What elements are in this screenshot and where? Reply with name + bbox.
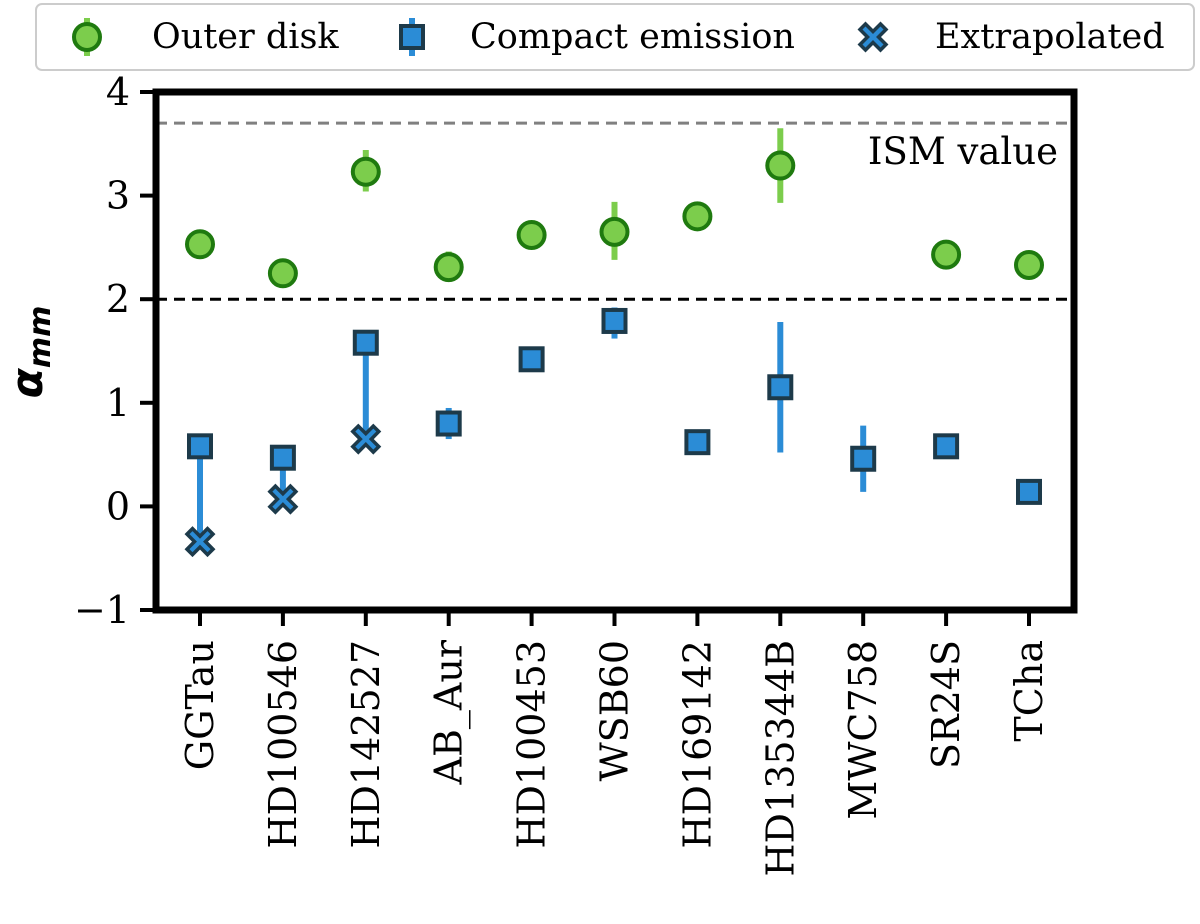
x-axis: GGTau HD100546 HD142527 AB_Aur HD100453 WSB60… bbox=[178, 610, 1051, 877]
legend-frame bbox=[35, 3, 1195, 71]
marker-outer-disk-hd100453 bbox=[516, 219, 547, 250]
legend-marker-outer-disk bbox=[72, 18, 102, 56]
x-tick-label-tcha: TCha bbox=[1007, 640, 1051, 742]
legend-label-extrapolated: Extrapolated bbox=[935, 17, 1165, 57]
y-axis-label: αmm bbox=[2, 306, 58, 399]
x-tick-label-hd135344b: HD135344B bbox=[758, 640, 802, 877]
marker-compact-emission-hd100453 bbox=[518, 346, 545, 373]
reference-lines bbox=[156, 121, 1074, 301]
x-tick-label-ggtau: GGTau bbox=[178, 640, 222, 770]
marker-outer-disk-wsb60 bbox=[599, 216, 630, 247]
y-tick-label-1: 0 bbox=[106, 484, 130, 528]
marker-compact-emission-tcha bbox=[1016, 478, 1042, 505]
marker-outer-disk-hd169142 bbox=[682, 201, 713, 232]
marker-extrapolated-hd142527 bbox=[350, 423, 382, 455]
marker-compact-emission-hd100546 bbox=[269, 444, 296, 471]
x-tick-label-hd169142: HD169142 bbox=[675, 640, 719, 849]
y-tick-label-5: 4 bbox=[106, 70, 130, 114]
legend-marker-extrapolated bbox=[857, 21, 889, 53]
marker-compact-emission-mwc758 bbox=[850, 445, 877, 472]
marker-outer-disk-ggtau bbox=[185, 229, 215, 260]
legend-marker-compact-emission bbox=[399, 18, 425, 56]
legend-label-compact-emission: Compact emission bbox=[470, 17, 795, 57]
x-tick-label-sr24s: SR24S bbox=[924, 640, 968, 769]
y-axis-label-subscript: mm bbox=[23, 306, 58, 369]
svg-text:αmm: αmm bbox=[2, 306, 58, 399]
marker-outer-disk-hd100546 bbox=[267, 258, 298, 289]
legend-label-outer-disk: Outer disk bbox=[152, 17, 339, 57]
ism-value-annotation: ISM value bbox=[868, 130, 1058, 173]
data-markers bbox=[184, 150, 1044, 558]
y-tick-label-0: −1 bbox=[74, 588, 130, 632]
legend-x-glyph bbox=[857, 21, 889, 53]
marker-compact-emission-hd169142 bbox=[684, 429, 711, 456]
y-tick-label-4: 3 bbox=[106, 174, 130, 218]
marker-outer-disk-sr24s bbox=[931, 239, 962, 270]
plot-area: ISM value bbox=[152, 88, 1078, 614]
marker-outer-disk-hd142527 bbox=[350, 156, 381, 187]
marker-outer-disk-tcha bbox=[1014, 250, 1044, 281]
error-bars bbox=[197, 128, 867, 541]
x-tick-label-hd100453: HD100453 bbox=[510, 640, 554, 849]
x-tick-label-hd100546: HD100546 bbox=[261, 640, 305, 849]
y-tick-label-2: 1 bbox=[106, 381, 130, 425]
y-axis: −1 0 1 2 3 4 bbox=[74, 70, 156, 632]
marker-outer-disk-hd135344b bbox=[765, 150, 796, 181]
marker-compact-emission-ggtau bbox=[187, 433, 213, 460]
y-tick-label-3: 2 bbox=[106, 277, 130, 321]
marker-compact-emission-sr24s bbox=[933, 433, 960, 460]
marker-outer-disk-ab-aur bbox=[433, 252, 464, 283]
marker-compact-emission-wsb60 bbox=[601, 307, 628, 334]
marker-extrapolated-ggtau bbox=[184, 526, 216, 558]
y-axis-label-symbol: α bbox=[2, 367, 53, 398]
x-tick-label-mwc758: MWC758 bbox=[841, 640, 885, 820]
x-tick-label-hd142527: HD142527 bbox=[344, 640, 388, 849]
marker-compact-emission-ab-aur bbox=[435, 410, 462, 437]
marker-compact-emission-hd135344b bbox=[767, 374, 794, 401]
marker-extrapolated-hd100546 bbox=[267, 483, 299, 515]
legend: Outer disk Compact emission Extrapolated bbox=[35, 3, 1195, 71]
x-tick-label-wsb60: WSB60 bbox=[593, 640, 637, 781]
marker-compact-emission-hd142527 bbox=[352, 329, 379, 356]
x-tick-label-ab-aur: AB_Aur bbox=[427, 639, 472, 785]
